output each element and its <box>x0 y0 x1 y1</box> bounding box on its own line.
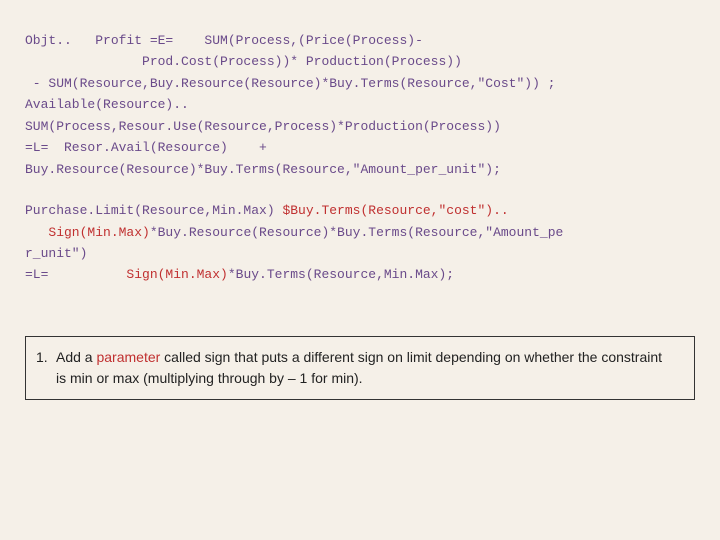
code-line: =L= Resor.Avail(Resource) + <box>25 140 267 155</box>
instruction-box: 1.Add a parameter called sign that puts … <box>25 336 695 400</box>
code-line: SUM(Process,Resour.Use(Resource,Process)… <box>25 119 501 134</box>
instruction-param: parameter <box>96 349 160 365</box>
instruction-number: 1. <box>36 347 56 368</box>
code-line: Buy.Resource(Resource)*Buy.Terms(Resourc… <box>25 162 501 177</box>
code-highlight: Sign(Min.Max) <box>126 267 227 282</box>
code-text: *Buy.Resource(Resource)*Buy.Terms(Resour… <box>150 225 563 240</box>
code-text <box>25 225 48 240</box>
code-line: - SUM(Resource,Buy.Resource(Resource)*Bu… <box>25 76 556 91</box>
code-block-2: Purchase.Limit(Resource,Min.Max) $Buy.Te… <box>25 200 695 286</box>
code-highlight: Sign(Min.Max) <box>48 225 149 240</box>
code-text: *Buy.Terms(Resource,Min.Max); <box>228 267 454 282</box>
code-line: Objt.. Profit =E= SUM(Process,(Price(Pro… <box>25 33 423 48</box>
code-text: =L= <box>25 267 126 282</box>
code-text: Purchase.Limit(Resource,Min.Max) <box>25 203 282 218</box>
code-block-1: Objt.. Profit =E= SUM(Process,(Price(Pro… <box>25 30 695 180</box>
instruction-text-pre: Add a <box>56 349 96 365</box>
code-highlight: $Buy.Terms(Resource,"cost").. <box>282 203 508 218</box>
code-line: Prod.Cost(Process))* Production(Process)… <box>25 54 462 69</box>
code-text: r_unit") <box>25 246 87 261</box>
code-line: Available(Resource).. <box>25 97 189 112</box>
